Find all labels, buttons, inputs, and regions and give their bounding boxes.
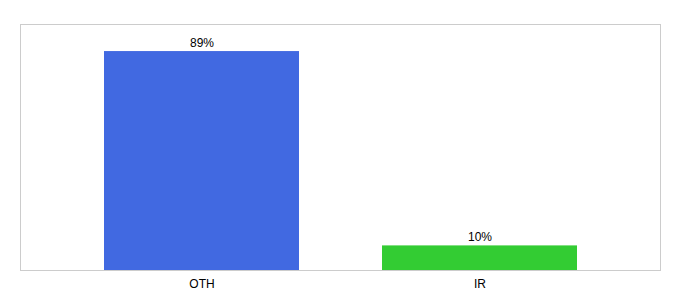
svg-text:10%: 10% — [468, 230, 492, 244]
svg-text:IR: IR — [474, 277, 486, 291]
svg-text:89%: 89% — [190, 36, 214, 50]
svg-text:OTH: OTH — [189, 277, 214, 291]
